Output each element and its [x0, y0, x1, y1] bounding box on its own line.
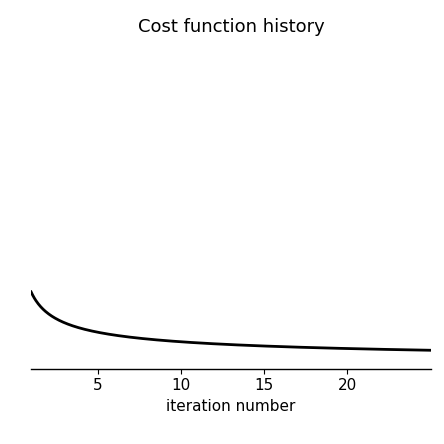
- Title: Cost function history: Cost function history: [138, 18, 324, 36]
- X-axis label: iteration number: iteration number: [166, 399, 296, 414]
